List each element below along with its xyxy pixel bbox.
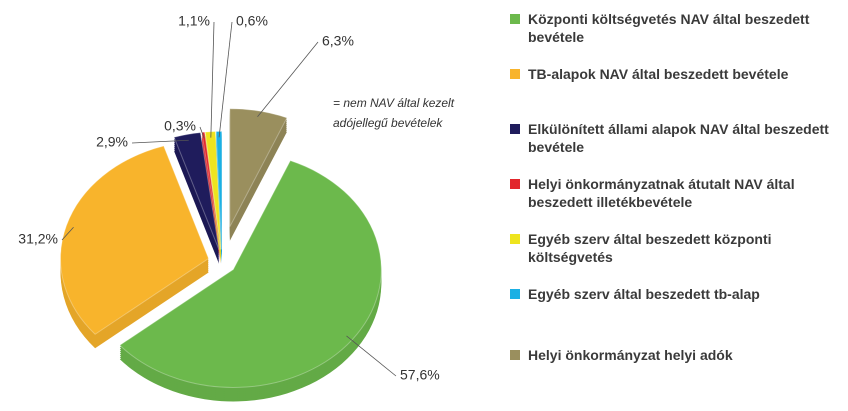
leader-line: [131, 139, 189, 144]
legend-label: Egyéb szerv által beszedett központi köl…: [528, 231, 772, 265]
slice-shade: [205, 133, 221, 252]
legend: Központi költségvetés NAV által beszedet…: [510, 10, 840, 376]
legend-swatch: [510, 350, 520, 360]
slice: [173, 132, 220, 250]
legend-item: TB-alapok NAV által beszedett bevétele: [510, 65, 840, 120]
legend-item: Egyéb szerv által beszedett központi köl…: [510, 230, 840, 285]
slice-shade: [201, 140, 221, 258]
leader-line: [199, 126, 205, 139]
slice: [119, 159, 382, 388]
data-label: 57,6%: [400, 367, 440, 383]
data-label: 31,2%: [18, 231, 58, 247]
legend-item: Központi költségvetés NAV által beszedet…: [510, 10, 840, 65]
legend-item: Elkülönített állami alapok NAV által bes…: [510, 120, 840, 175]
legend-swatch: [510, 14, 520, 24]
annotation: = nem NAV által kezelt: [333, 96, 455, 110]
legend-label: Elkülönített állami alapok NAV által bes…: [528, 121, 829, 155]
slice-shade: [205, 135, 221, 254]
legend-label: Egyéb szerv által beszedett tb-alap: [528, 286, 760, 302]
slice-side: [205, 133, 221, 252]
legend-label: TB-alapok NAV által beszedett bevétele: [528, 66, 789, 82]
slice-side: [205, 135, 221, 254]
data-label: 2,9%: [96, 134, 128, 150]
legend-swatch: [510, 234, 520, 244]
legend-label: Központi költségvetés NAV által beszedet…: [528, 11, 810, 45]
slice: [229, 108, 288, 227]
legend-swatch: [510, 69, 520, 79]
slice-side: [201, 140, 221, 258]
slice-shade: [201, 138, 221, 256]
legend-label: Helyi önkormányzatnak átutalt NAV által …: [528, 176, 795, 210]
slice: [60, 145, 210, 335]
data-label: 0,3%: [164, 118, 196, 134]
leader-line: [210, 21, 215, 138]
data-label: 0,6%: [236, 13, 268, 29]
data-label: 6,3%: [322, 33, 354, 49]
leader-line: [61, 226, 74, 241]
legend-swatch: [510, 179, 520, 189]
annotation: adójellegű bevételek: [333, 116, 443, 130]
legend-item: Egyéb szerv által beszedett tb-alap: [510, 285, 840, 340]
data-label: 1,1%: [178, 13, 210, 29]
legend-item: Helyi önkormányzatnak átutalt NAV által …: [510, 175, 840, 230]
leader-line: [218, 21, 233, 138]
leader-line: [257, 41, 319, 118]
legend-swatch: [510, 289, 520, 299]
leader-line: [346, 335, 397, 377]
legend-swatch: [510, 124, 520, 134]
slice-side: [201, 138, 221, 256]
slice: [204, 131, 222, 250]
chart: = nem NAV által kezelt adójellegű bevéte…: [18, 13, 455, 402]
slice: [215, 130, 223, 250]
legend-item: Helyi önkormányzat helyi adók: [510, 346, 840, 376]
legend-label: Helyi önkormányzat helyi adók: [528, 347, 733, 363]
